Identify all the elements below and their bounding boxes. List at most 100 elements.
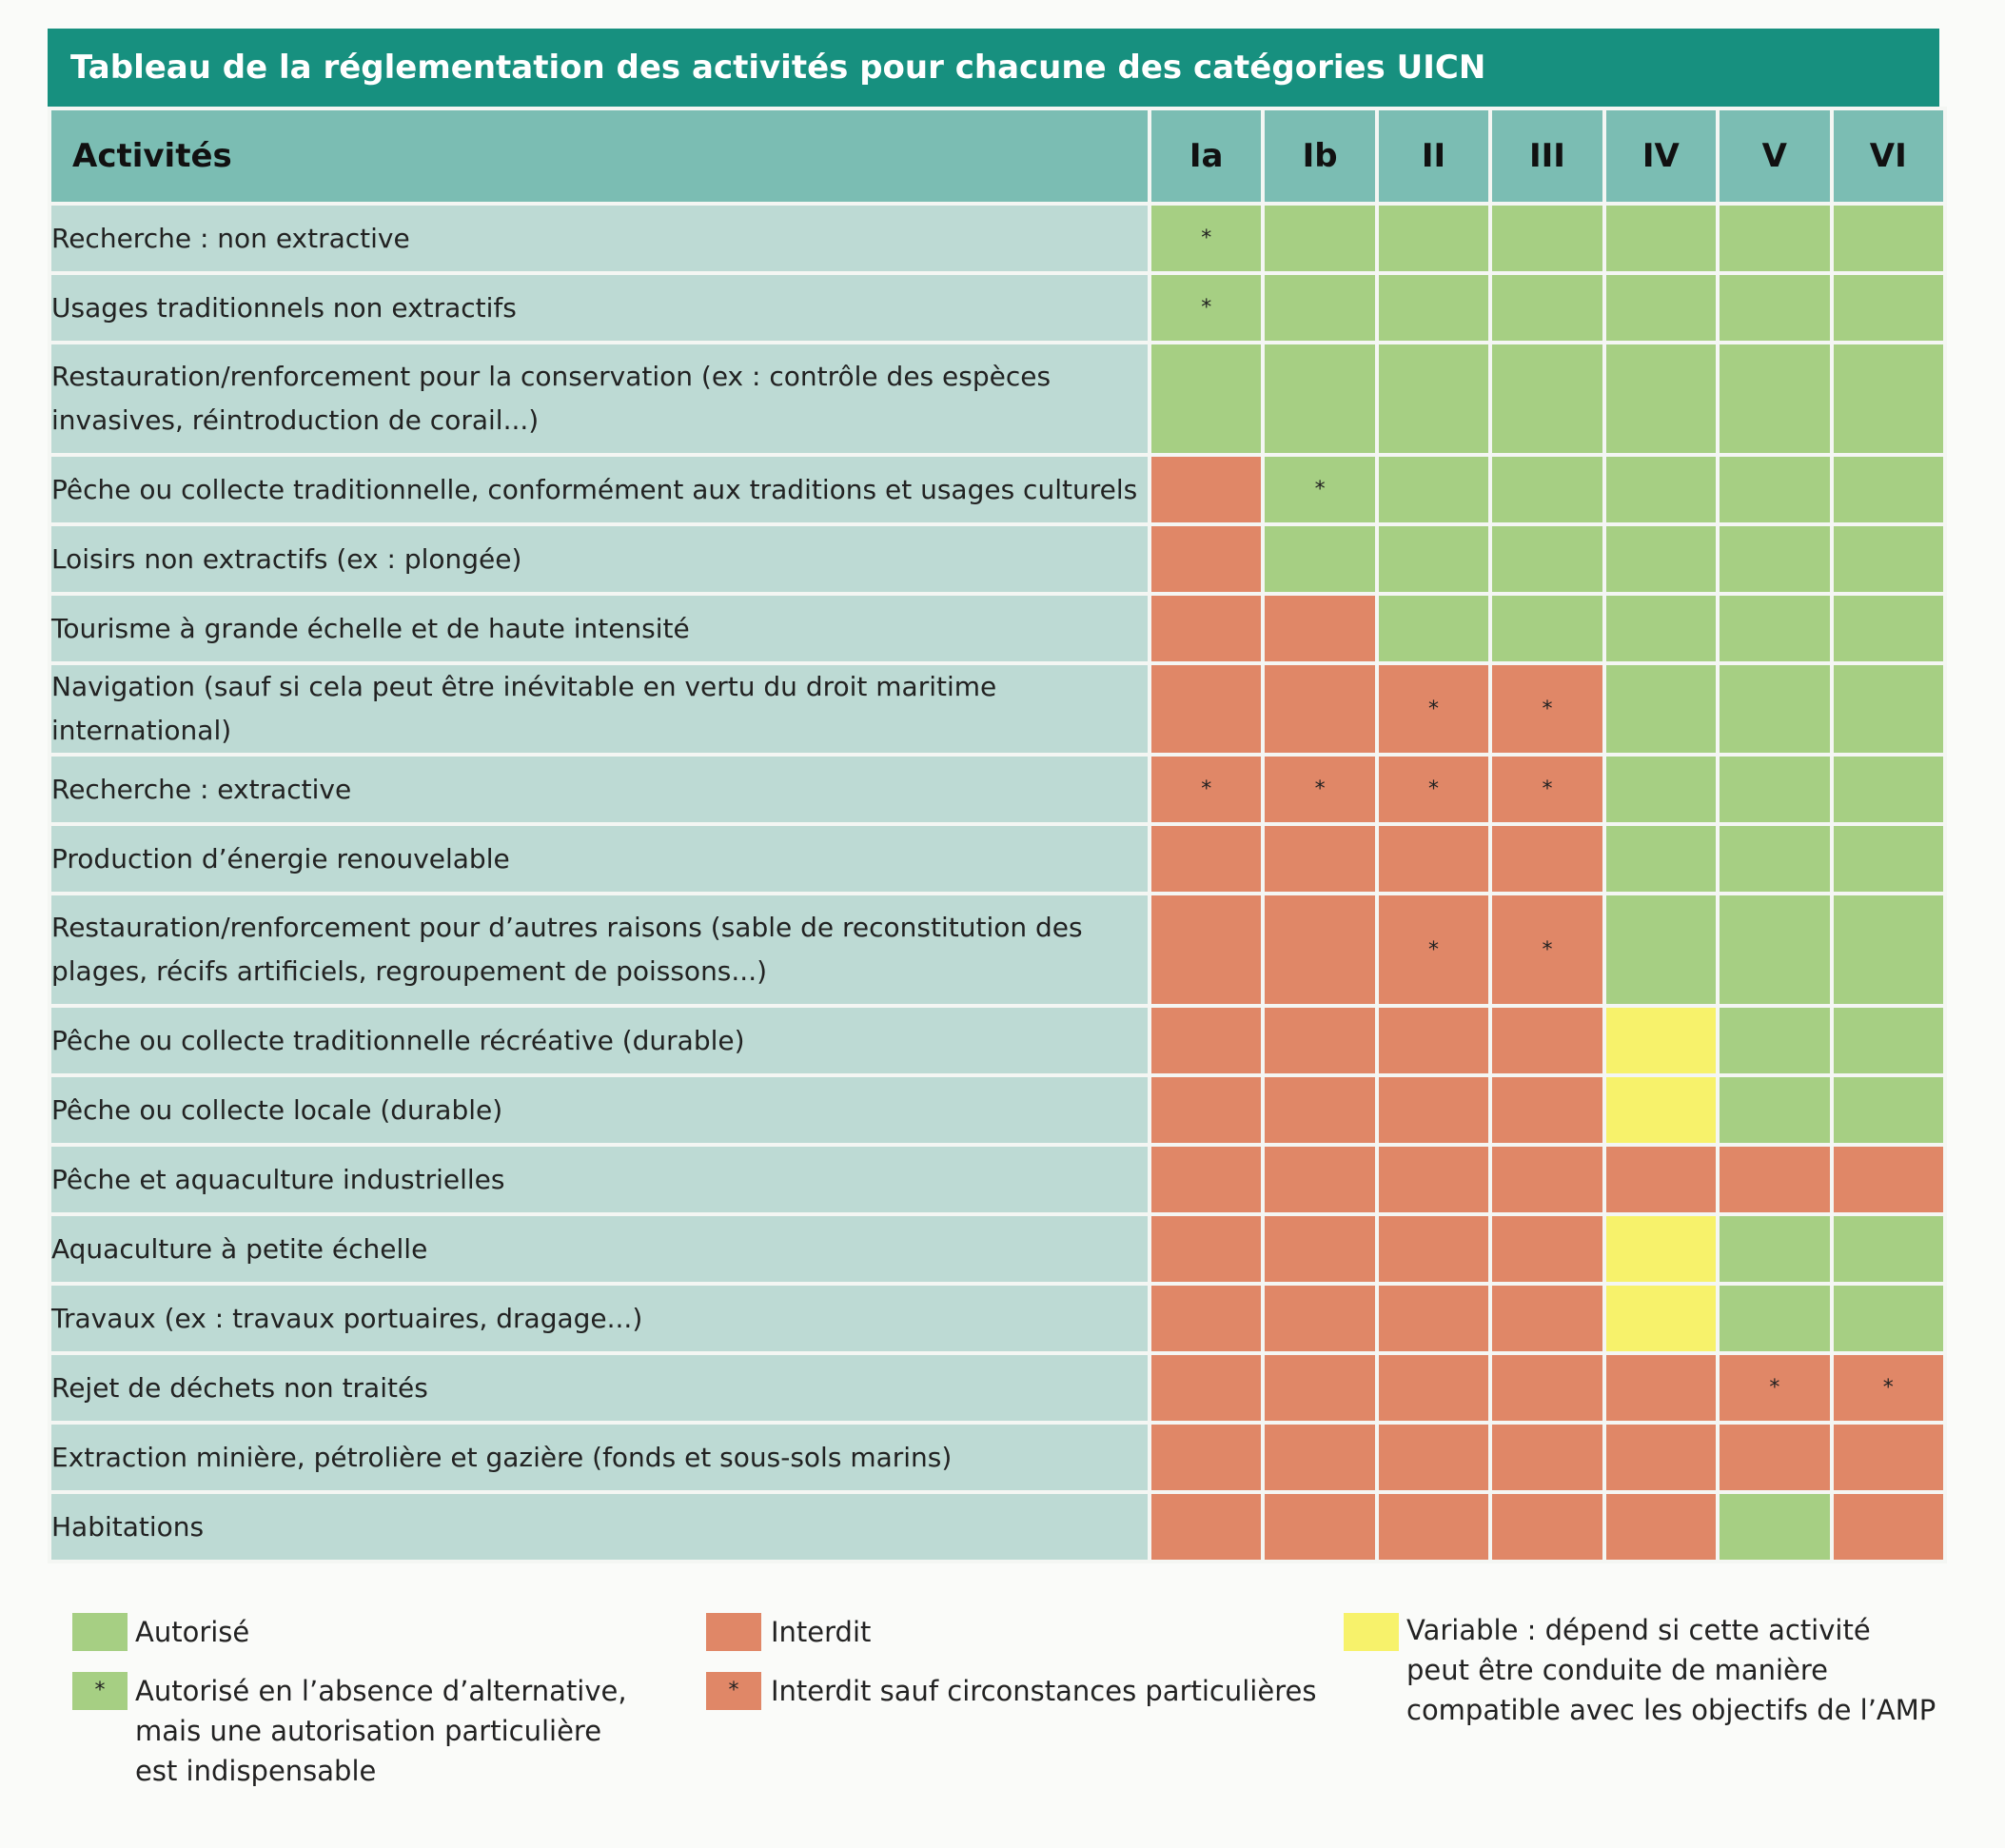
status-cell [1488, 522, 1606, 596]
status-cell: * [1261, 453, 1379, 526]
table-row: Pêche ou collecte traditionnelle, confor… [48, 453, 1947, 526]
status-cell [1261, 1490, 1379, 1563]
status-cell [1374, 202, 1493, 275]
status-cell [1261, 1212, 1379, 1286]
activity-label: Pêche ou collecte traditionnelle récréat… [48, 1004, 1151, 1077]
status-cell [1829, 1004, 1947, 1077]
status-cell [1261, 1421, 1379, 1494]
regulation-table: Activités Ia Ib II III IV V VI Recherche… [48, 107, 1947, 1563]
status-cell [1374, 271, 1493, 344]
status-cell [1716, 592, 1834, 665]
status-cell [1374, 1490, 1493, 1563]
status-cell [1488, 453, 1606, 526]
status-cell [1602, 1282, 1720, 1355]
status-cell [1374, 341, 1493, 457]
asterisk-mark: * [1542, 937, 1553, 962]
activity-label: Rejet de déchets non traités [48, 1351, 1151, 1425]
forbidden-star-swatch: * [706, 1672, 761, 1710]
status-cell [1716, 1143, 1834, 1216]
legend-forbidden-star: Interdit sauf circonstances particulière… [771, 1675, 1317, 1707]
status-cell [1488, 341, 1606, 457]
asterisk-mark: * [1201, 226, 1212, 250]
table-row: Pêche ou collecte locale (durable) [48, 1073, 1947, 1147]
status-cell [1261, 592, 1379, 665]
authorized-star-swatch: * [72, 1672, 128, 1710]
activity-label: Pêche et aquaculture industrielles [48, 1143, 1151, 1216]
status-cell [1602, 661, 1720, 757]
status-cell [1147, 1282, 1266, 1355]
status-cell [1261, 522, 1379, 596]
table-row: Usages traditionnels non extractifs * [48, 271, 1947, 344]
status-cell [1147, 1351, 1266, 1425]
status-cell: * [1488, 753, 1606, 826]
status-cell [1716, 453, 1834, 526]
activity-label: Pêche ou collecte traditionnelle, confor… [48, 453, 1151, 526]
status-cell [1602, 892, 1720, 1008]
activity-label: Usages traditionnels non extractifs [48, 271, 1151, 344]
status-cell [1602, 453, 1720, 526]
status-cell: * [1488, 661, 1606, 757]
category-header: Ib [1261, 107, 1379, 206]
table-row: Extraction minière, pétrolière et gazièr… [48, 1421, 1947, 1494]
status-cell [1829, 1282, 1947, 1355]
category-header: V [1716, 107, 1834, 206]
legend-authorized: Autorisé [135, 1616, 250, 1648]
status-cell [1716, 753, 1834, 826]
status-cell [1261, 271, 1379, 344]
status-cell [1374, 1004, 1493, 1077]
status-cell [1829, 202, 1947, 275]
category-header: III [1488, 107, 1606, 206]
status-cell [1829, 341, 1947, 457]
status-cell [1147, 1421, 1266, 1494]
table-row: Production d’énergie renouvelable [48, 822, 1947, 895]
asterisk-mark: * [1314, 777, 1326, 801]
status-cell [1602, 822, 1720, 895]
status-cell [1829, 522, 1947, 596]
status-cell: * [1374, 892, 1493, 1008]
table-row: Recherche : non extractive * [48, 202, 1947, 275]
table-row: Loisirs non extractifs (ex : plongée) [48, 522, 1947, 596]
status-cell [1261, 1282, 1379, 1355]
asterisk-mark: * [1542, 697, 1553, 721]
status-cell: * [1374, 753, 1493, 826]
activity-label: Recherche : extractive [48, 753, 1151, 826]
status-cell [1374, 1421, 1493, 1494]
status-cell [1716, 1073, 1834, 1147]
status-cell [1147, 1143, 1266, 1216]
table-row: Navigation (sauf si cela peut être inévi… [48, 661, 1947, 757]
status-cell [1147, 822, 1266, 895]
status-cell [1602, 1004, 1720, 1077]
status-cell [1261, 1073, 1379, 1147]
status-cell: * [1261, 753, 1379, 826]
table-row: Restauration/renforcement pour la conser… [48, 341, 1947, 457]
activity-label: Navigation (sauf si cela peut être inévi… [48, 661, 1151, 757]
status-cell: * [1147, 271, 1266, 344]
status-cell [1829, 892, 1947, 1008]
status-cell [1488, 1421, 1606, 1494]
status-cell: * [1147, 202, 1266, 275]
status-cell [1374, 1282, 1493, 1355]
status-cell [1716, 1421, 1834, 1494]
table-row: Pêche et aquaculture industrielles [48, 1143, 1947, 1216]
asterisk-mark: * [1882, 1376, 1894, 1400]
status-cell [1602, 1073, 1720, 1147]
status-cell [1261, 892, 1379, 1008]
status-cell [1602, 1421, 1720, 1494]
activity-label: Loisirs non extractifs (ex : plongée) [48, 522, 1151, 596]
activity-label: Production d’énergie renouvelable [48, 822, 1151, 895]
status-cell [1147, 592, 1266, 665]
status-cell [1261, 1143, 1379, 1216]
activity-label: Extraction minière, pétrolière et gazièr… [48, 1421, 1151, 1494]
status-cell [1261, 202, 1379, 275]
status-cell [1602, 1490, 1720, 1563]
status-cell [1602, 1351, 1720, 1425]
status-cell [1374, 592, 1493, 665]
status-cell [1488, 1073, 1606, 1147]
status-cell [1374, 522, 1493, 596]
status-cell [1488, 1351, 1606, 1425]
activity-label: Recherche : non extractive [48, 202, 1151, 275]
activities-header: Activités [48, 107, 1151, 206]
authorized-swatch [72, 1613, 128, 1651]
status-cell [1829, 592, 1947, 665]
asterisk-mark: * [1201, 296, 1212, 320]
